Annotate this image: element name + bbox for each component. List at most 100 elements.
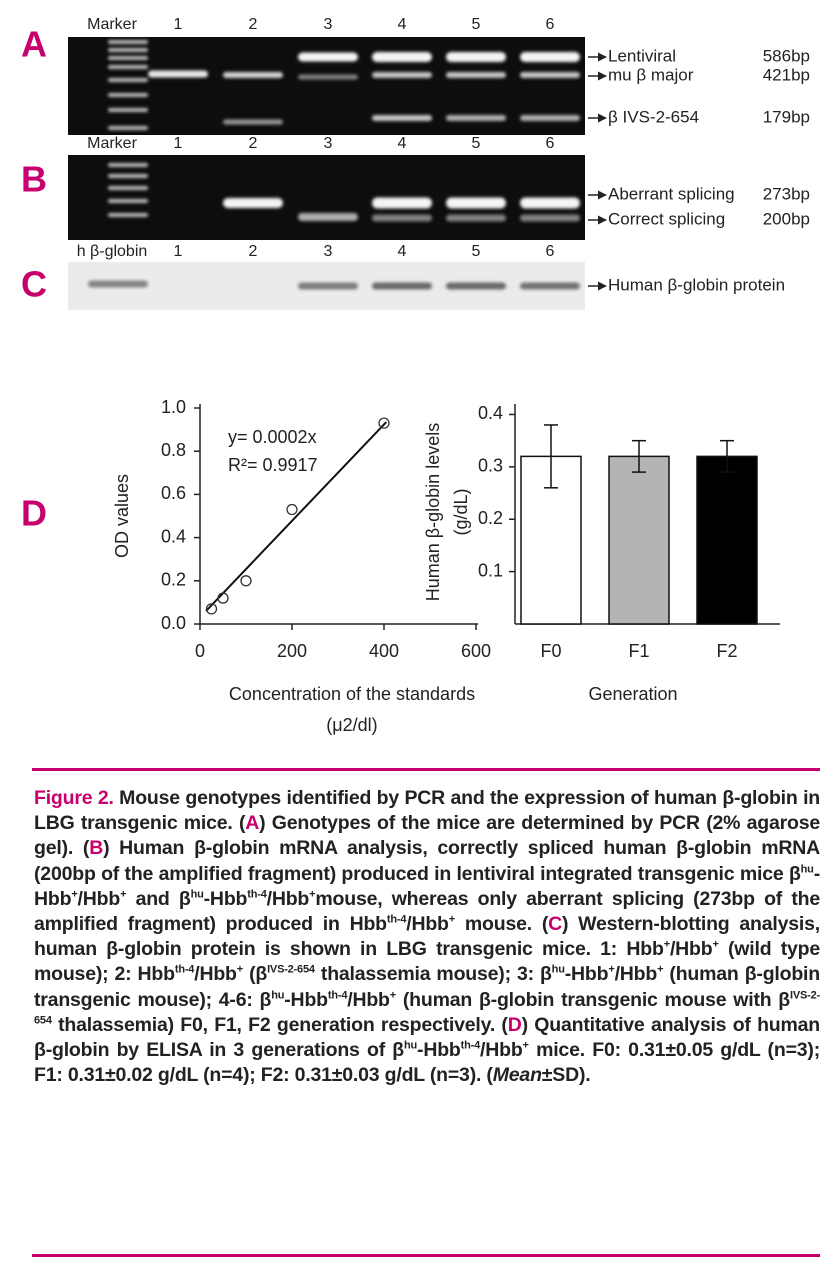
- band: [446, 197, 506, 209]
- caption-label: D: [507, 1013, 522, 1036]
- y-tick-label: 0.6: [161, 483, 186, 503]
- caption-text: -Hbb: [284, 988, 328, 1011]
- panel-letter: A: [21, 24, 47, 65]
- band: [298, 213, 358, 221]
- band: [298, 282, 358, 290]
- caption-sup: hu: [800, 863, 814, 876]
- y-tick-label: 0.4: [478, 403, 503, 423]
- band: [372, 115, 432, 121]
- caption-sup: th-4: [460, 1039, 481, 1052]
- caption-sup: hu: [271, 989, 285, 1002]
- marker-band: [108, 199, 148, 203]
- band: [372, 52, 432, 62]
- caption-sup: IVS-2-654: [267, 963, 315, 976]
- caption-sup: +: [309, 888, 316, 901]
- marker-band: [108, 163, 148, 167]
- band-size: 179bp: [763, 107, 810, 126]
- bar: [696, 455, 758, 625]
- lane-label: 5: [472, 243, 481, 260]
- lane-label: 4: [398, 135, 407, 152]
- caption-text: -Hbb: [203, 887, 248, 910]
- y-tick-label: 0.8: [161, 440, 186, 460]
- band: [223, 72, 283, 78]
- lane-label: 1: [174, 16, 183, 33]
- caption-sup: th-4: [386, 913, 407, 926]
- band: [223, 119, 283, 125]
- lane-label: 5: [472, 16, 481, 33]
- marker-band: [108, 186, 148, 190]
- caption-sup: +: [120, 888, 127, 901]
- y-tick-label: 0.2: [478, 508, 503, 528]
- marker-band: [108, 93, 148, 97]
- caption-sup: IVS-2-654: [34, 989, 820, 1027]
- caption-sup: +: [236, 963, 243, 976]
- caption-text: -Hbb: [34, 862, 820, 910]
- lane-label: 5: [472, 135, 481, 152]
- y-axis-label: OD values: [112, 474, 132, 558]
- marker-band: [108, 174, 148, 178]
- lane-label: 4: [398, 16, 407, 33]
- caption-sup: hu: [551, 963, 565, 976]
- panel-letter: B: [21, 159, 47, 200]
- marker-band: [108, 40, 148, 44]
- band: [148, 70, 208, 78]
- band-name: Lentiviral: [608, 46, 676, 65]
- band: [446, 115, 506, 121]
- marker-band: [108, 126, 148, 130]
- lane-label: 4: [398, 243, 407, 260]
- band: [223, 198, 283, 208]
- band: [520, 115, 580, 121]
- band-name: Human β-globin protein: [608, 275, 785, 294]
- marker-band: [108, 56, 148, 60]
- band: [372, 72, 432, 78]
- caption-text: /Hbb: [194, 963, 237, 986]
- band: [372, 214, 432, 222]
- x-axis-label: Concentration of the standards: [229, 684, 475, 704]
- caption-text: mice. F0: 0.31±0.05 g/dL (n=3); F1: 0.31…: [34, 1039, 820, 1087]
- data-point: [286, 503, 298, 516]
- caption-text: /Hbb: [614, 963, 658, 986]
- trendline: [205, 421, 388, 612]
- x-axis-label: (μ2/dl): [326, 715, 377, 735]
- band: [520, 282, 580, 290]
- caption-text: ) Western-blotting analysis, human β-glo…: [34, 913, 820, 961]
- lane-label: 1: [174, 135, 183, 152]
- caption-sup: th-4: [247, 888, 267, 901]
- band-name: Correct splicing: [608, 209, 725, 228]
- data-point: [205, 603, 218, 615]
- panel-letter: C: [21, 264, 47, 305]
- band: [88, 280, 148, 288]
- band-name: β IVS-2-654: [608, 107, 699, 126]
- lane-label: h β-globin: [77, 243, 148, 260]
- data-point: [378, 417, 390, 429]
- band: [446, 72, 506, 78]
- lane-label: 2: [249, 243, 258, 260]
- marker-band: [108, 48, 148, 52]
- caption-text: mouse, whereas only aberrant splicing (2…: [34, 887, 820, 936]
- x-tick-label: 0: [195, 641, 205, 661]
- caption-text: (β: [243, 963, 268, 986]
- caption-sup: +: [663, 938, 670, 951]
- x-tick-label: F2: [716, 641, 737, 661]
- band-size: 421bp: [763, 65, 810, 84]
- band: [298, 52, 358, 62]
- caption-text: and β: [126, 887, 191, 910]
- caption-sup: +: [657, 963, 664, 976]
- x-axis-label: Generation: [588, 684, 677, 704]
- band-name: Aberrant splicing: [608, 184, 735, 203]
- caption-text: /Hbb: [669, 938, 713, 961]
- caption-text: thalassemia) F0, F1, F2 generation respe…: [51, 1013, 508, 1036]
- lane-label: 1: [174, 243, 183, 260]
- caption-sup: th-4: [327, 989, 348, 1002]
- annotation: y= 0.0002x: [228, 427, 317, 447]
- band: [446, 282, 506, 290]
- caption-text: -Hbb: [564, 963, 609, 986]
- lane-label: 3: [324, 135, 333, 152]
- lane-label: 2: [249, 135, 258, 152]
- lane-label: Marker: [87, 135, 137, 152]
- lane-label: 6: [546, 135, 555, 152]
- lane-label: 6: [546, 243, 555, 260]
- lane-label: Marker: [87, 16, 137, 33]
